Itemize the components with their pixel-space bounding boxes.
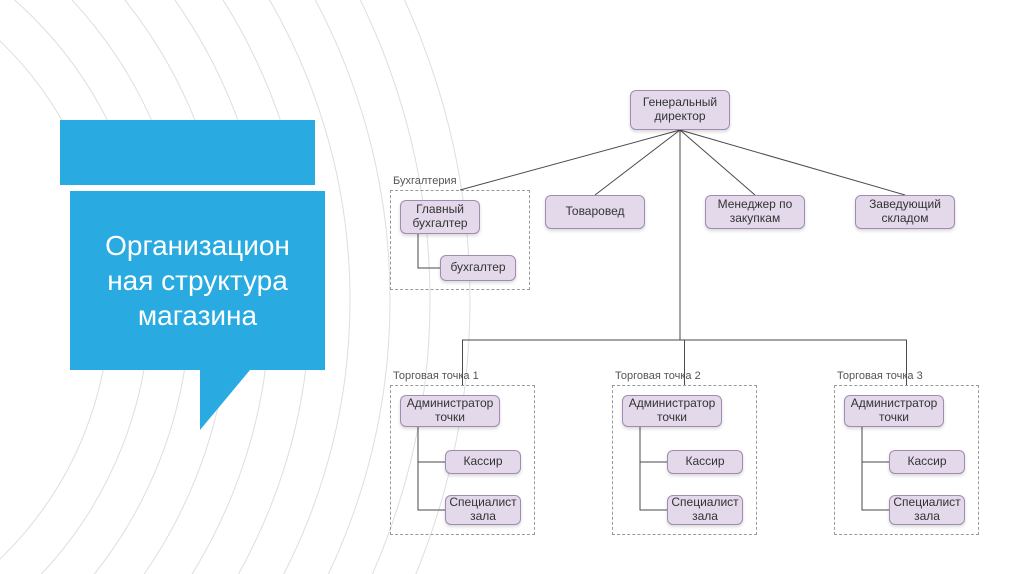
node-adm2: Администратор точки (622, 395, 722, 427)
group-label: Торговая точка 1 (393, 370, 479, 382)
title-gap (60, 185, 325, 191)
node-spec1: Специалист зала (445, 495, 521, 525)
node-wh: Заведующий складом (855, 195, 955, 229)
node-merch: Товаровед (545, 195, 645, 229)
title-accent-block (60, 120, 315, 185)
group-label: Торговая точка 3 (837, 370, 923, 382)
node-cash2: Кассир (667, 450, 743, 474)
node-adm1: Администратор точки (400, 395, 500, 427)
slide-title-text: Организацион ная структура магазина (80, 228, 315, 333)
group-label: Торговая точка 2 (615, 370, 701, 382)
node-acc: бухгалтер (440, 255, 516, 281)
group-label: Бухгалтерия (393, 175, 457, 187)
node-cash1: Кассир (445, 450, 521, 474)
slide-title: Организацион ная структура магазина (70, 190, 325, 370)
title-callout-wedge (200, 370, 250, 430)
node-root: Генеральный директор (630, 90, 730, 130)
node-purch: Менеджер по закупкам (705, 195, 805, 229)
node-cash3: Кассир (889, 450, 965, 474)
node-spec2: Специалист зала (667, 495, 743, 525)
node-adm3: Администратор точки (844, 395, 944, 427)
node-spec3: Специалист зала (889, 495, 965, 525)
node-chiefAcc: Главный бухгалтер (400, 200, 480, 234)
